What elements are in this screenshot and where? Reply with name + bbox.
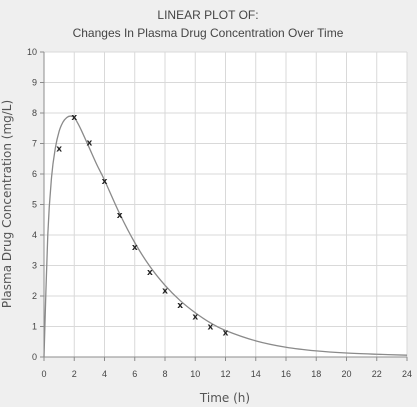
x-tick-label: 0 [41, 369, 46, 379]
x-tick-label: 8 [162, 369, 167, 379]
data-point-marker: x [71, 113, 77, 123]
fitted-curve-line [43, 115, 408, 358]
x-tick-label: 16 [281, 369, 291, 379]
y-tick-label: 1 [32, 322, 37, 332]
x-tick-label: 2 [72, 369, 77, 379]
x-tick-label: 14 [251, 369, 261, 379]
y-tick-label: 0 [32, 352, 37, 362]
x-tick-label: 10 [190, 369, 200, 379]
fitted-curve-layer [43, 115, 408, 358]
grid-lines [44, 51, 408, 357]
data-point-marker: x [147, 268, 153, 278]
y-axis-label: Plasma Drug Concentration (mg/L) [0, 100, 14, 308]
y-tick-label: 2 [32, 291, 37, 301]
data-point-marker: x [117, 211, 123, 221]
data-point-marker: x [132, 243, 138, 253]
data-point-marker: x [102, 177, 108, 187]
x-axis-label: Time (h) [199, 391, 250, 405]
data-point-marker: x [207, 322, 213, 332]
data-point-marker: x [56, 145, 62, 155]
chart-title-line-1: LINEAR PLOT OF: [157, 8, 258, 22]
x-tick-label: 4 [102, 369, 107, 379]
x-tick-label: 20 [341, 369, 351, 379]
x-tick-label: 12 [220, 369, 230, 379]
y-tick-label: 8 [32, 108, 37, 118]
data-point-marker: x [223, 328, 229, 338]
y-tick-label: 5 [32, 200, 37, 210]
x-tick-label: 24 [402, 369, 412, 379]
x-tick-label: 18 [311, 369, 321, 379]
y-tick-label: 10 [27, 47, 37, 57]
y-tick-label: 6 [32, 169, 37, 179]
data-point-marker: x [162, 286, 168, 296]
y-tick-label: 7 [32, 139, 37, 149]
y-tick-label: 4 [32, 230, 37, 240]
y-tick-label: 3 [32, 261, 37, 271]
data-point-marker: x [192, 312, 198, 322]
x-tick-label: 6 [132, 369, 137, 379]
data-point-marker: x [86, 138, 92, 148]
chart-title-line-2: Changes In Plasma Drug Concentration Ove… [73, 26, 344, 40]
axes [40, 51, 408, 361]
x-tick-label: 22 [372, 369, 382, 379]
y-tick-label: 9 [32, 78, 37, 88]
data-point-marker: x [177, 301, 183, 311]
